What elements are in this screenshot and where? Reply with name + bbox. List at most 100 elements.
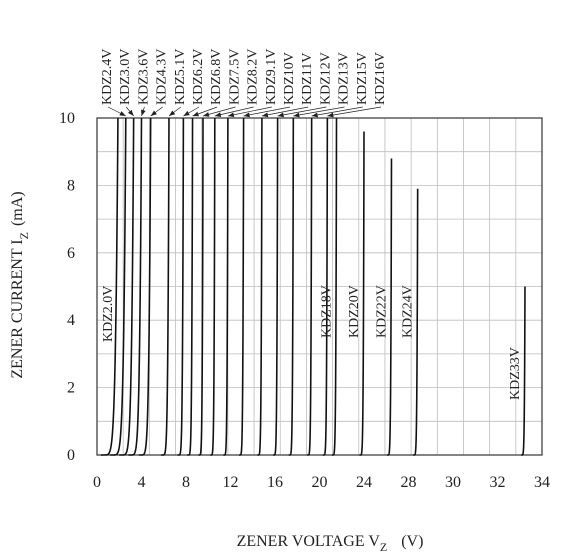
curve-label-kdz11v: KDZ11V	[300, 53, 315, 105]
curve-label-kdz3-6v: KDZ3.6V	[136, 49, 151, 105]
y-tick-label: 0	[67, 447, 75, 464]
curves	[100, 117, 526, 456]
curve-kdz8-2v	[210, 117, 216, 456]
curve-label-kdz3-0v: KDZ3.0V	[118, 49, 133, 105]
label-pointer-arrowhead	[277, 112, 284, 118]
curve-kdz4-3v	[138, 117, 152, 456]
curve-kdz20v	[359, 131, 365, 456]
curve-label-kdz13v: KDZ13V	[337, 52, 352, 105]
label-pointer-arrowhead	[327, 112, 334, 118]
curve-label-kdz18v: KDZ18V	[320, 285, 335, 338]
x-tick-label: 8	[182, 474, 190, 491]
plot-frame	[96, 117, 543, 456]
label-pointer	[243, 106, 291, 117]
curve-kdz11v	[257, 117, 263, 456]
curve-kdz10v	[239, 117, 245, 456]
curve-label-kdz8-2v: KDZ8.2V	[246, 49, 261, 105]
label-pointer-arrowhead	[183, 110, 190, 116]
y-axis-label: ZENER CURRENT I	[9, 239, 26, 378]
x-tick-label: 34	[534, 474, 550, 491]
curve-kdz12v	[273, 117, 279, 456]
curve-label-kdz15v: KDZ15V	[355, 52, 370, 105]
x-tick-label: 0	[93, 474, 101, 491]
label-pointer-arrowhead	[293, 112, 300, 118]
label-pointer-arrowhead	[150, 110, 157, 116]
x-tick-label: 28	[401, 474, 417, 491]
inside-curve-labels: KDZ2.0V KDZ18V KDZ20V KDZ22V KDZ24V KDZ33V	[101, 285, 523, 400]
x-tick-label: 20	[312, 474, 328, 491]
curve-kdz2-0v	[100, 117, 119, 456]
curve-label-kdz24v: KDZ24V	[401, 285, 416, 338]
curve-label-kdz6-8v: KDZ6.8V	[209, 49, 224, 105]
label-pointer	[293, 106, 345, 117]
curve-kdz6-2v	[177, 117, 185, 456]
label-pointer	[214, 106, 254, 117]
curve-kdz3-0v	[119, 117, 135, 456]
y-tick-label: 2	[67, 380, 75, 397]
curve-label-kdz2-0v: KDZ2.0V	[101, 286, 116, 342]
curve-kdz22v	[386, 158, 393, 456]
curve-kdz13v	[288, 117, 295, 456]
curve-kdz15v	[307, 117, 313, 456]
curve-kdz33v	[521, 286, 526, 456]
curve-label-kdz9-1v: KDZ9.1V	[264, 49, 279, 105]
label-pointers	[107, 106, 382, 118]
top-curve-labels: KDZ2.4V KDZ3.0V KDZ3.6V KDZ4.3V KDZ5.1V KDZ6.…	[100, 49, 388, 105]
label-pointer-arrowhead	[311, 112, 318, 118]
label-pointer-arrowhead	[141, 109, 146, 116]
curve-label-kdz16v: KDZ16V	[373, 52, 388, 105]
label-pointer-arrowhead	[203, 112, 210, 117]
curve-kdz9-1v	[223, 117, 229, 456]
y-axis-title: ZENER CURRENT IZ (mA)	[9, 191, 31, 378]
label-pointer	[277, 106, 327, 117]
x-tick-label: 30	[445, 474, 461, 491]
curve-kdz2-4v	[110, 117, 127, 456]
x-axis-title: ZENER VOLTAGE VZ (V)	[237, 533, 424, 554]
x-tick-label: 24	[356, 474, 372, 491]
x-tick-label: 4	[138, 474, 146, 491]
y-tick-label: 6	[67, 245, 75, 262]
y-tick-label: 4	[67, 312, 75, 329]
label-pointer	[311, 106, 363, 117]
y-tick-label: 8	[67, 177, 75, 194]
label-pointer	[327, 106, 382, 117]
label-pointer	[261, 106, 309, 117]
curve-kdz3-6v	[128, 117, 143, 456]
curve-kdz16v	[322, 117, 329, 456]
curve-kdz6-8v	[187, 117, 194, 456]
x-axis-unit: (V)	[401, 533, 423, 550]
x-tick-label: 32	[490, 474, 506, 491]
curve-kdz24v	[413, 188, 419, 456]
y-axis-subscript: Z	[17, 232, 31, 239]
curve-label-kdz33v: KDZ33V	[508, 347, 523, 400]
curve-kdz7-5v	[198, 117, 204, 456]
label-pointer-arrowhead	[261, 112, 269, 118]
x-tick-label: 12	[223, 474, 239, 491]
y-tick-labels: 0 2 4 6 8 10	[59, 110, 75, 464]
label-pointer-arrowhead	[214, 112, 222, 117]
curve-label-kdz7-5v: KDZ7.5V	[227, 49, 242, 105]
curve-kdz18v	[331, 117, 338, 456]
curve-label-kdz4-3v: KDZ4.3V	[155, 49, 170, 105]
curve-label-kdz2-4v: KDZ2.4V	[100, 49, 115, 105]
label-pointer	[227, 106, 272, 117]
curve-label-kdz6-2v: KDZ6.2V	[191, 49, 206, 105]
x-axis-label: ZENER VOLTAGE V	[237, 533, 381, 550]
label-pointer-arrowhead	[127, 109, 134, 116]
y-axis-unit: (mA)	[9, 191, 26, 226]
x-axis-subscript: Z	[380, 540, 387, 554]
label-pointer-arrowhead	[243, 112, 250, 118]
curve-label-kdz20v: KDZ20V	[347, 285, 362, 338]
curve-label-kdz10v: KDZ10V	[282, 52, 297, 105]
label-pointer-arrowhead	[192, 111, 200, 117]
x-tick-labels: 0 4 8 12 16 20 24 28 30 32 34	[93, 474, 550, 491]
y-tick-label: 10	[59, 110, 75, 127]
curve-label-kdz5-1v: KDZ5.1V	[173, 49, 188, 105]
curve-kdz5-1v	[161, 117, 170, 456]
curve-label-kdz12v: KDZ12V	[318, 52, 333, 105]
x-tick-label: 16	[267, 474, 283, 491]
label-pointer-arrowhead	[119, 111, 126, 116]
label-pointer-arrowhead	[168, 110, 176, 116]
curve-label-kdz22v: KDZ22V	[374, 285, 389, 338]
